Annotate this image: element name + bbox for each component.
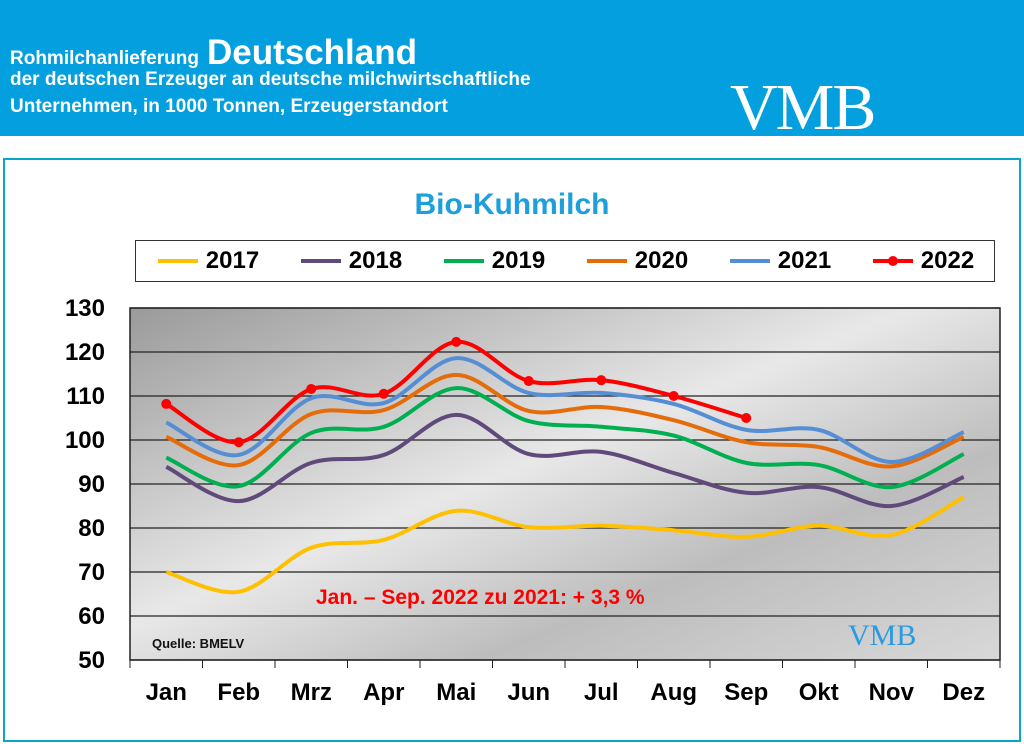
source-note: Quelle: BMELV: [152, 636, 245, 651]
legend-item-2018: 2018: [299, 247, 402, 275]
data-point-2022: [161, 398, 172, 409]
legend-swatch: [586, 259, 627, 263]
y-tick-label: 50: [78, 647, 105, 674]
x-tick-label: Apr: [363, 679, 404, 706]
data-point-2022: [451, 336, 462, 347]
y-tick-label: 90: [78, 471, 105, 498]
header-subtitle-line2: Unternehmen, in 1000 Tonnen, Erzeugersta…: [10, 96, 448, 117]
legend-item-2019: 2019: [442, 247, 545, 275]
series-line-2021: [165, 356, 965, 465]
header-title-small: Rohmilchanlieferung: [10, 48, 199, 69]
legend-label: 2022: [920, 247, 975, 274]
y-tick-label: 100: [65, 427, 105, 454]
legend-label: 2019: [491, 247, 546, 274]
legend-swatch: [729, 259, 770, 263]
y-tick-label: 70: [78, 559, 105, 586]
x-tick-label: Jun: [507, 679, 550, 706]
x-tick-label: Jan: [146, 679, 187, 706]
legend-swatch: [443, 259, 484, 263]
series-line-2019: [165, 386, 965, 490]
series-line-2020: [165, 372, 965, 469]
x-tick-label: Aug: [650, 679, 697, 706]
header-title-big: Deutschland: [206, 33, 418, 72]
x-tick-label: Dez: [942, 679, 985, 706]
data-point-2022: [378, 388, 389, 399]
legend-label: 2017: [205, 247, 260, 274]
header-title: Rohmilchanlieferung Deutschland: [10, 33, 417, 73]
y-tick-label: 130: [65, 295, 105, 322]
chart-title: Bio-Kuhmilch: [414, 188, 610, 221]
legend-swatch: [157, 259, 198, 263]
series-line-2018: [165, 412, 965, 509]
x-tick-label: Mai: [436, 679, 476, 706]
legend: 2017 2018 2019 2020 2021 2022: [135, 240, 995, 282]
legend-item-2022: 2022: [871, 247, 974, 275]
y-tick-label: 110: [66, 383, 105, 410]
data-point-2022: [741, 413, 752, 423]
annotation: Jan. – Sep. 2022 zu 2021: + 3,3 %: [316, 586, 645, 609]
data-point-2022: [306, 383, 317, 394]
x-tick-label: Okt: [799, 679, 839, 706]
y-tick-label: 60: [78, 603, 105, 630]
legend-item-2020: 2020: [585, 247, 688, 275]
series-line-2017: [165, 495, 965, 595]
legend-item-2021: 2021: [728, 247, 831, 275]
data-point-2022: [233, 437, 244, 448]
legend-label: 2021: [777, 247, 832, 274]
vmb-watermark: VMB: [848, 619, 916, 652]
legend-swatch: [300, 259, 341, 263]
legend-label: 2018: [348, 247, 403, 274]
header-subtitle-line1: der deutschen Erzeuger an deutsche milch…: [10, 69, 531, 90]
data-point-2022: [596, 375, 607, 386]
x-tick-label: Feb: [217, 679, 260, 706]
header-banner: Rohmilchanlieferung Deutschland der deuts…: [0, 0, 1024, 144]
x-tick-label: Mrz: [291, 679, 332, 706]
data-point-2022: [523, 376, 534, 387]
legend-label: 2020: [634, 247, 689, 274]
data-point-2022: [668, 391, 679, 401]
x-tick-label: Sep: [724, 679, 768, 706]
legend-swatch: [872, 256, 913, 266]
legend-item-2017: 2017: [156, 247, 259, 275]
x-tick-label: Nov: [869, 679, 915, 706]
y-tick-label: 80: [78, 515, 105, 542]
header-subtitle: der deutschen Erzeuger an deutsche milch…: [10, 66, 531, 120]
x-tick-label: Jul: [584, 679, 619, 706]
vmb-logo: VMB: [730, 71, 876, 144]
y-tick-label: 120: [65, 339, 105, 366]
